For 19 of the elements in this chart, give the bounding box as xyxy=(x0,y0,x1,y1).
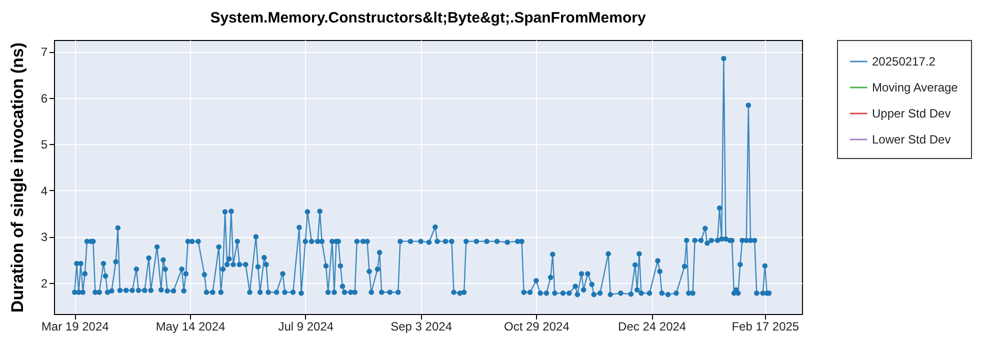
x-tick-label: Feb 17 2025 xyxy=(732,320,800,334)
legend-label: Upper Std Dev xyxy=(872,106,951,120)
x-tick-label: Oct 29 2024 xyxy=(504,320,570,334)
x-tick-label: Mar 19 2024 xyxy=(41,320,110,334)
x-tick-label: Jul 9 2024 xyxy=(278,320,334,334)
y-tick-label: 4 xyxy=(40,184,48,198)
legend-label: Moving Average xyxy=(872,80,958,94)
legend-label: 20250217.2 xyxy=(872,54,936,68)
y-tick-label: 3 xyxy=(40,230,48,244)
x-tick-label: May 14 2024 xyxy=(156,320,226,334)
y-tick-label: 5 xyxy=(40,138,48,152)
legend-label: Lower Std Dev xyxy=(872,132,951,146)
y-tick-label: 2 xyxy=(40,276,48,290)
x-tick-label: Sep 3 2024 xyxy=(390,320,452,334)
x-tick-label: Dec 24 2024 xyxy=(618,320,686,334)
y-axis-title: Duration of single invocation (ns) xyxy=(8,42,27,313)
y-tick-label: 6 xyxy=(40,91,48,106)
y-tick-label: 7 xyxy=(40,45,48,60)
chart-title: System.Memory.Constructors&lt;Byte&gt;.SpanFromMemory xyxy=(210,10,646,26)
